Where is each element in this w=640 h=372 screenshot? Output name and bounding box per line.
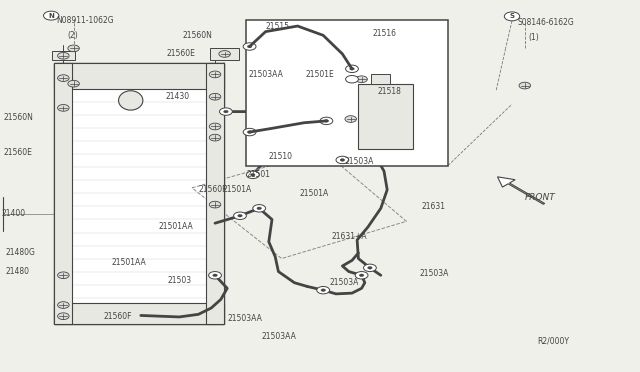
Text: S08146-6162G: S08146-6162G [517, 18, 574, 27]
Text: 21631: 21631 [421, 202, 445, 211]
Text: 21560E: 21560E [3, 148, 32, 157]
Text: 21516: 21516 [372, 29, 396, 38]
Text: 21501A: 21501A [223, 185, 252, 194]
Circle shape [250, 173, 255, 176]
Circle shape [346, 65, 358, 73]
Text: (1): (1) [529, 33, 540, 42]
Circle shape [336, 156, 349, 164]
Text: 21510: 21510 [269, 152, 293, 161]
Circle shape [248, 131, 252, 133]
Circle shape [367, 266, 372, 269]
Circle shape [58, 302, 69, 308]
Text: R2/000Y: R2/000Y [538, 337, 570, 346]
Text: 21501AA: 21501AA [159, 222, 193, 231]
Circle shape [212, 274, 218, 277]
Circle shape [219, 51, 230, 57]
Circle shape [68, 80, 79, 87]
Circle shape [321, 289, 326, 292]
Bar [358, 84, 413, 149]
Text: N08911-1062G: N08911-1062G [56, 16, 114, 25]
Circle shape [519, 82, 531, 89]
Circle shape [340, 158, 345, 161]
Bar [54, 63, 224, 89]
Text: 21480G: 21480G [5, 248, 35, 257]
Bar [371, 74, 390, 84]
Circle shape [224, 110, 228, 113]
Text: N: N [48, 13, 54, 19]
Text: 21503AA: 21503AA [227, 314, 262, 323]
Text: 21503A: 21503A [330, 278, 359, 287]
Bar [246, 20, 448, 166]
Circle shape [209, 123, 221, 130]
Text: (2): (2) [68, 31, 79, 40]
Text: 21631+A: 21631+A [332, 232, 367, 241]
Circle shape [68, 45, 79, 52]
Circle shape [504, 12, 520, 21]
Bar [210, 48, 239, 60]
Text: 21501AA: 21501AA [112, 258, 147, 267]
Circle shape [356, 76, 367, 83]
Circle shape [44, 11, 59, 20]
Ellipse shape [118, 91, 143, 110]
Text: 21400: 21400 [2, 209, 26, 218]
Circle shape [238, 214, 243, 217]
Text: 21560F: 21560F [104, 312, 132, 321]
Text: 21430: 21430 [165, 92, 189, 101]
Circle shape [349, 67, 355, 70]
Circle shape [317, 286, 330, 294]
Text: 21480: 21480 [5, 267, 29, 276]
FancyArrow shape [497, 177, 545, 204]
Text: 21560N: 21560N [3, 113, 33, 122]
Circle shape [345, 116, 356, 122]
Text: 21503: 21503 [168, 276, 192, 285]
Circle shape [248, 45, 252, 48]
Circle shape [209, 71, 221, 78]
Bar [52, 51, 74, 60]
Circle shape [355, 272, 368, 279]
Text: 21501: 21501 [246, 170, 270, 179]
Circle shape [58, 105, 69, 111]
Text: 21560N: 21560N [182, 31, 212, 40]
Text: 21503A: 21503A [344, 157, 374, 166]
Text: 21503AA: 21503AA [248, 70, 283, 79]
Circle shape [243, 128, 256, 136]
Text: 21515: 21515 [266, 22, 289, 31]
Text: 21503A: 21503A [419, 269, 449, 278]
Text: 21501A: 21501A [300, 189, 329, 198]
Bar [54, 303, 224, 324]
Text: 21503AA: 21503AA [261, 332, 296, 341]
Text: FRONT: FRONT [525, 193, 556, 202]
Text: 21560E: 21560E [166, 49, 195, 58]
Circle shape [209, 93, 221, 100]
Circle shape [209, 134, 221, 141]
Circle shape [246, 171, 259, 179]
Text: 21518: 21518 [378, 87, 401, 96]
Bar [206, 63, 224, 324]
Circle shape [209, 272, 221, 279]
Circle shape [58, 52, 69, 59]
Circle shape [253, 205, 266, 212]
Circle shape [324, 119, 329, 122]
Circle shape [58, 75, 69, 81]
Text: 21560F: 21560F [198, 185, 227, 194]
Circle shape [209, 201, 221, 208]
Circle shape [243, 43, 256, 50]
Circle shape [58, 313, 69, 320]
Circle shape [320, 117, 333, 125]
Bar [54, 63, 224, 324]
Circle shape [257, 207, 262, 209]
Text: 21501E: 21501E [306, 70, 335, 79]
Circle shape [360, 274, 364, 277]
Circle shape [364, 264, 376, 272]
Text: S: S [509, 13, 515, 19]
Bar [54, 63, 72, 324]
Circle shape [346, 76, 358, 83]
Circle shape [220, 108, 232, 115]
Circle shape [234, 212, 246, 219]
Circle shape [58, 272, 69, 279]
